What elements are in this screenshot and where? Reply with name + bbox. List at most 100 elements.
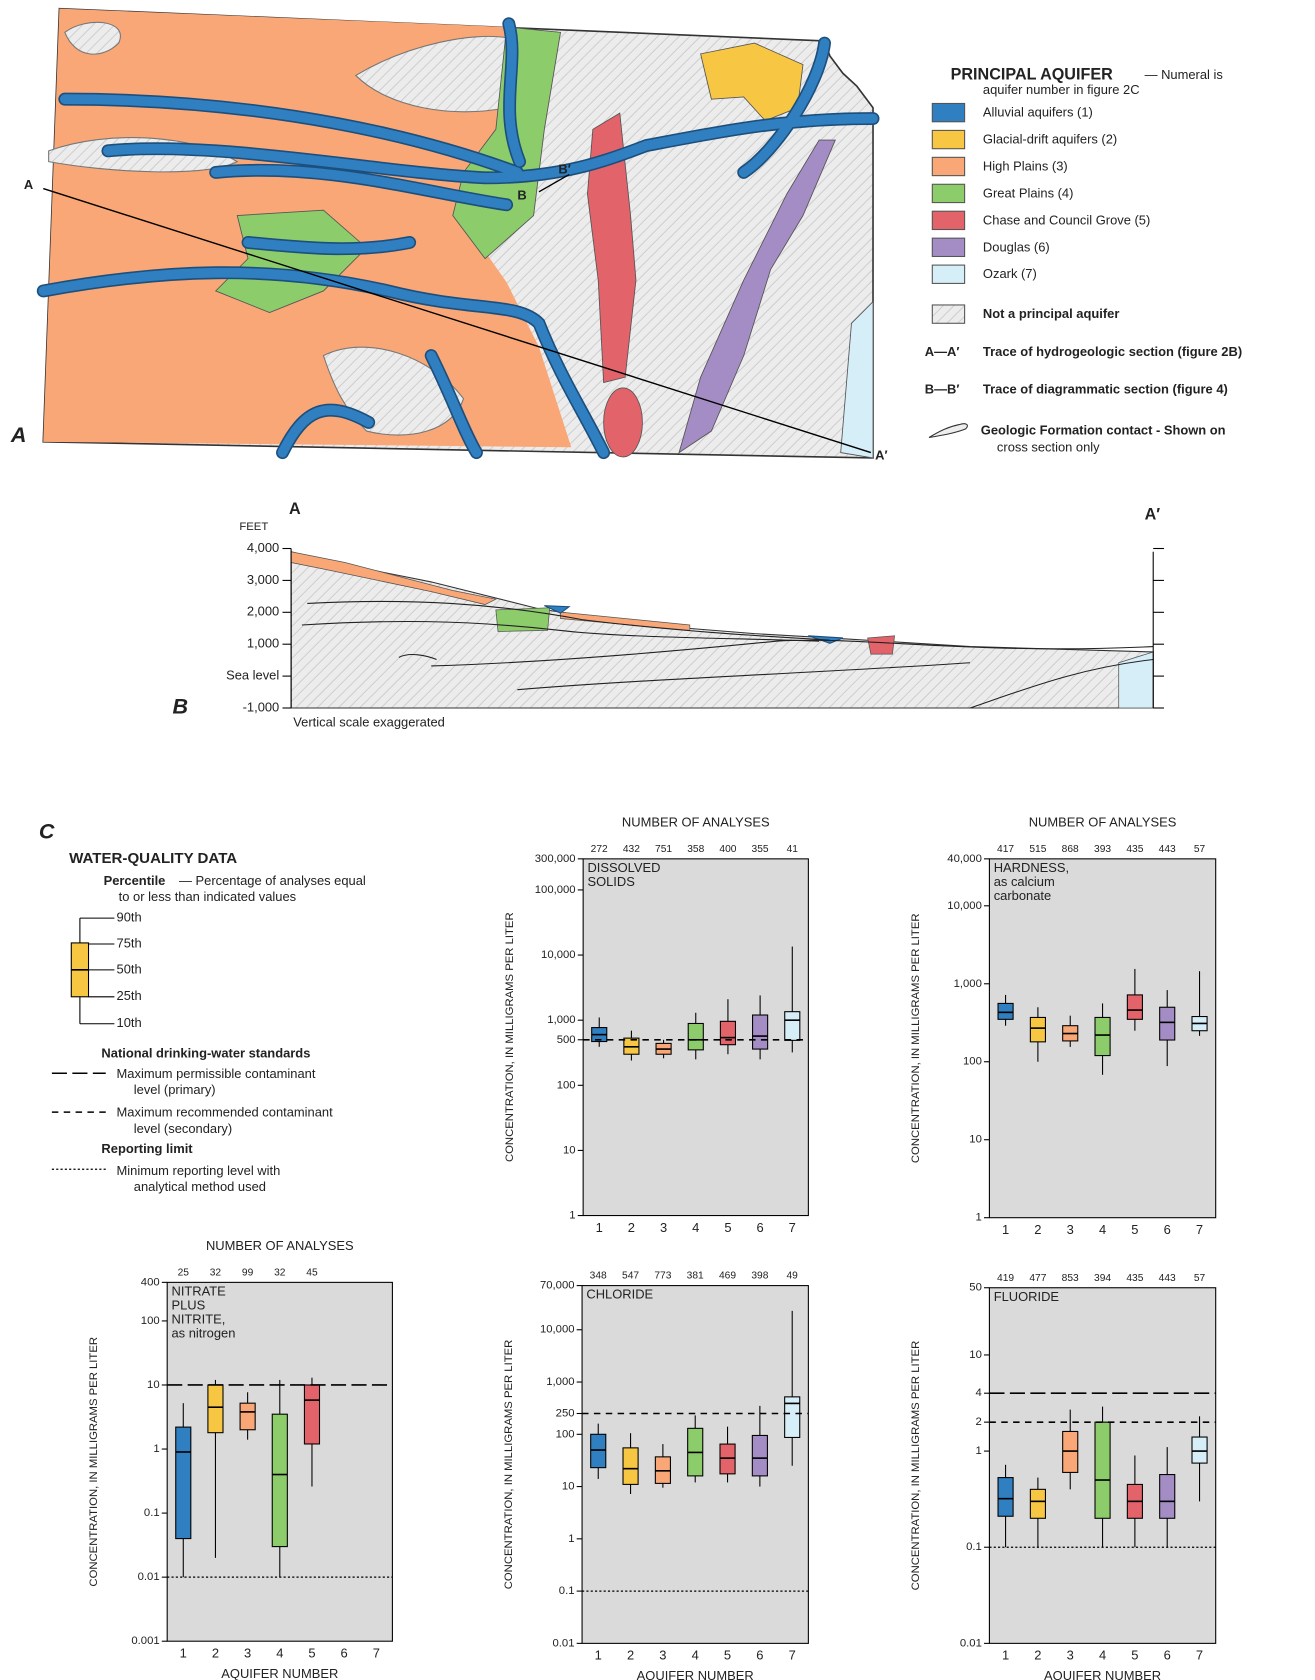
y-tick-label: Sea level xyxy=(226,668,279,683)
legend-label: Chase and Council Grove (5) xyxy=(983,212,1150,227)
y-tick-label: 70,000 xyxy=(540,1280,575,1292)
count-label: 469 xyxy=(719,1271,736,1282)
box xyxy=(207,1384,224,1434)
y-tick-label: 100,000 xyxy=(535,884,576,896)
count-label: 868 xyxy=(1062,844,1079,855)
panel-title: carbonate xyxy=(994,888,1051,903)
box-chart: 0.01 0.1 1 2 4 10 50 FLUORIDE CONCENTRATION, IN … xyxy=(910,1273,1217,1680)
formation-contact xyxy=(301,600,1154,709)
count-label: 41 xyxy=(787,844,799,855)
section-base xyxy=(290,551,1154,709)
y-tick-label: 100 xyxy=(557,1079,576,1091)
y-tick-label: 250 xyxy=(556,1407,575,1419)
count-label: 853 xyxy=(1062,1273,1079,1284)
y-axis-label: CONCENTRATION, IN MILLIGRAMS PER LITER xyxy=(504,912,516,1162)
non-aquifer-patch xyxy=(64,21,121,55)
reporting-title: Reporting limit xyxy=(101,1141,193,1156)
legend-label: Not a principal aquifer xyxy=(983,306,1119,321)
count-label: 32 xyxy=(274,1267,286,1278)
panel-title: CHLORIDE xyxy=(586,1287,653,1302)
section-trace xyxy=(43,187,872,454)
legend-subtitle: aquifer number in figure 2C xyxy=(983,82,1140,97)
standards-title: National drinking-water standards xyxy=(101,1045,310,1060)
point-label: B xyxy=(517,188,526,203)
y-tick-label: 1,000 xyxy=(954,978,982,990)
count-label: 773 xyxy=(654,1271,671,1282)
y-tick-label: 300,000 xyxy=(535,853,576,865)
x-tick-label: 1 xyxy=(1002,1648,1009,1663)
y-tick-label: 4,000 xyxy=(247,540,279,555)
legend-label: High Plains (3) xyxy=(983,158,1068,173)
panel-title: FLUORIDE xyxy=(994,1289,1060,1304)
y-tick-label: 0.1 xyxy=(559,1585,575,1597)
x-tick-label: 3 xyxy=(1067,1222,1074,1237)
x-tick-label: 4 xyxy=(692,1648,699,1663)
box xyxy=(303,1384,321,1445)
panel-label: B xyxy=(173,694,189,719)
y-tick-label: 100 xyxy=(963,1056,982,1068)
x-tick-label: 7 xyxy=(789,1220,796,1235)
x-tick-label: 4 xyxy=(1099,1222,1106,1237)
box xyxy=(622,1447,639,1485)
y-tick-label: 2,000 xyxy=(247,604,279,619)
x-tick-label: 5 xyxy=(308,1646,315,1661)
x-tick-label: 5 xyxy=(1131,1222,1138,1237)
x-tick-label: 4 xyxy=(692,1220,699,1235)
y-tick-label: 10 xyxy=(969,1349,982,1361)
count-label: 432 xyxy=(623,844,640,855)
y-tick-label: 0.01 xyxy=(138,1571,160,1583)
percentile-term: Percentile xyxy=(104,873,166,888)
percentile-label: 90th xyxy=(117,910,142,925)
count-label: 272 xyxy=(591,844,608,855)
percentile-label: 50th xyxy=(117,961,142,976)
y-tick-label: 10 xyxy=(563,1144,576,1156)
count-label: 45 xyxy=(306,1267,318,1278)
count-label: 419 xyxy=(997,1273,1014,1284)
legend-label: Glacial-drift aquifers (2) xyxy=(983,132,1117,147)
explanation: C WATER-QUALITY DATA Percentile — Percen… xyxy=(39,819,366,1194)
x-tick-label: 2 xyxy=(627,1648,634,1663)
count-label: 515 xyxy=(1029,844,1046,855)
y-tick-label: 1 xyxy=(568,1533,574,1545)
y-tick-label: 40,000 xyxy=(947,853,982,865)
x-tick-label: 1 xyxy=(180,1646,187,1661)
count-label: 477 xyxy=(1029,1273,1046,1284)
panel-title: as nitrogen xyxy=(171,1326,235,1341)
top-label: NUMBER OF ANALYSES xyxy=(1029,815,1177,830)
x-tick-label: 7 xyxy=(789,1648,796,1663)
box xyxy=(784,1396,801,1438)
count-label: 358 xyxy=(687,844,704,855)
x-tick-label: 3 xyxy=(660,1220,667,1235)
y-tick-label: 0.01 xyxy=(553,1637,575,1649)
legend-swatch xyxy=(931,183,966,204)
y-tick-label: 500 xyxy=(557,1034,576,1046)
douglas-area xyxy=(678,139,836,454)
y-tick-label: 400 xyxy=(141,1276,160,1288)
legend-title: PRINCIPAL AQUIFER xyxy=(951,66,1114,84)
contact-text: cross section only xyxy=(997,440,1100,455)
percentile-leaders xyxy=(79,917,115,1025)
legend-label: Ozark (7) xyxy=(983,266,1037,281)
x-tick-label: 6 xyxy=(757,1220,764,1235)
map-legend: PRINCIPAL AQUIFER — Numeral is aquifer n… xyxy=(925,66,1242,455)
y-tick-label: 10 xyxy=(562,1481,575,1493)
x-axis-label: AQUIFER NUMBER xyxy=(221,1666,338,1680)
x-tick-label: 2 xyxy=(628,1220,635,1235)
count-label: 99 xyxy=(242,1267,254,1278)
great-plains-area xyxy=(214,209,368,313)
x-tick-label: 7 xyxy=(373,1646,380,1661)
y-tick-label: 0.001 xyxy=(131,1635,159,1647)
y-tick-label: 100 xyxy=(141,1315,160,1327)
cross-section: A A′ FEET Vertical scale exaggerated B 4… xyxy=(173,500,1164,730)
box xyxy=(719,1020,737,1046)
count-label: 355 xyxy=(752,844,769,855)
count-label: 547 xyxy=(622,1271,639,1282)
panel-title: DISSOLVED xyxy=(587,860,660,875)
x-tick-label: 5 xyxy=(1131,1648,1138,1663)
point-label: A′ xyxy=(875,447,887,462)
y-tick-label: 1,000 xyxy=(546,1376,574,1388)
x-tick-label: 5 xyxy=(724,1220,731,1235)
box xyxy=(1126,994,1143,1020)
x-tick-label: 2 xyxy=(1034,1648,1041,1663)
x-tick-label: 4 xyxy=(1099,1648,1106,1663)
